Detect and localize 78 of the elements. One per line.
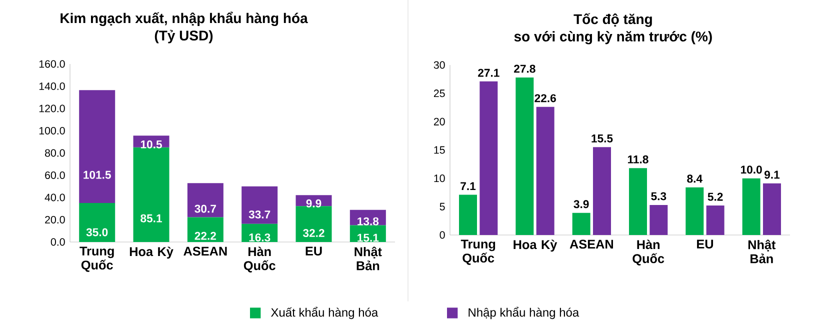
bar — [242, 186, 278, 224]
chart-subtitle: so với cùng kỳ năm trước (%) — [514, 31, 712, 44]
x-tick-label: EU — [306, 246, 322, 256]
bar — [706, 206, 724, 235]
bar — [536, 106, 554, 235]
chart-title: Tốc độ tăng — [574, 13, 652, 27]
data-label: 30.7 — [194, 204, 216, 213]
data-label: 5.3 — [651, 192, 666, 200]
x-tick-label: Hàn Quốc — [632, 240, 664, 266]
y-tick-label: 25 — [434, 90, 445, 98]
data-label: 3.9 — [574, 200, 589, 208]
x-tick-label: Trung Quốc — [80, 246, 114, 272]
x-tick-label: ASEAN — [184, 246, 227, 256]
data-label: 11.8 — [628, 155, 648, 164]
y-tick-label: 60.0 — [45, 171, 65, 180]
bar — [296, 206, 332, 242]
data-label: 32.2 — [302, 229, 324, 238]
data-label: 10.5 — [140, 140, 162, 148]
y-tick-label: 0 — [440, 231, 445, 239]
x-tick-label: ASEAN — [570, 240, 613, 249]
chart-title: Kim ngạch xuất, nhập khẩu hàng hóa — [60, 12, 308, 26]
bar — [133, 147, 170, 242]
x-tick-label: Trung Quốc — [460, 240, 496, 265]
x-tick-label: Hàn Quốc — [244, 246, 276, 272]
y-tick-label: 100.0 — [39, 126, 65, 135]
y-tick-label: 0.0 — [50, 238, 65, 246]
data-label: 9.9 — [306, 199, 322, 208]
bar — [592, 147, 611, 235]
bar — [742, 178, 760, 235]
y-tick-label: 10 — [434, 174, 445, 182]
bar — [762, 183, 781, 235]
bar — [650, 204, 668, 235]
bar — [79, 203, 116, 242]
y-tick-label: 15 — [434, 146, 445, 154]
data-label: 16.3 — [249, 233, 270, 242]
bar — [516, 77, 534, 235]
y-tick-label: 160.0 — [39, 60, 65, 68]
bar — [572, 212, 590, 235]
data-label: 22.2 — [194, 232, 216, 240]
bar — [628, 168, 647, 235]
data-label: 27.8 — [514, 64, 536, 73]
x-tick-label: Hoa Kỳ — [514, 240, 558, 252]
bar — [480, 81, 498, 235]
y-tick-label: 20 — [434, 118, 445, 126]
x-tick-label: Nhật Bản — [748, 240, 776, 264]
data-label: 101.5 — [84, 170, 111, 179]
y-tick-label: 30 — [434, 61, 445, 69]
data-label: 27.1 — [478, 68, 500, 77]
data-label: 9.1 — [764, 170, 780, 179]
data-label: 8.4 — [687, 174, 702, 183]
data-label: 15.1 — [358, 234, 379, 242]
data-label: 22.6 — [534, 94, 556, 102]
data-label: 5.2 — [708, 192, 723, 201]
chart-subtitle: (Tỷ USD) — [154, 30, 213, 44]
legend-label: Xuất khẩu hàng hóa — [270, 306, 378, 320]
y-tick-label: 5 — [440, 202, 445, 210]
data-label: 35.0 — [86, 228, 108, 236]
bar — [187, 217, 224, 242]
bar — [187, 183, 224, 218]
y-tick-label: 20.0 — [45, 216, 65, 224]
data-label: 7.1 — [460, 182, 476, 190]
y-tick-label: 40.0 — [44, 194, 65, 202]
bar — [686, 187, 704, 235]
y-tick-label: 120.0 — [39, 104, 65, 112]
y-tick-label: 140.0 — [39, 82, 65, 90]
data-label: 33.7 — [248, 210, 270, 218]
y-tick-label: 80.0 — [45, 149, 65, 157]
x-tick-label: Hoa Kỳ — [130, 246, 174, 259]
data-label: 13.8 — [358, 217, 379, 226]
bar — [350, 225, 386, 242]
x-tick-label: Nhật Bản — [354, 246, 382, 270]
bar — [459, 194, 477, 235]
x-tick-label: EU — [697, 240, 714, 249]
legend-label: Nhập khẩu hàng hóa — [468, 306, 580, 320]
bar — [79, 90, 116, 204]
data-label: 85.1 — [140, 214, 162, 222]
data-label: 10.0 — [741, 166, 762, 174]
data-label: 15.5 — [592, 134, 613, 142]
